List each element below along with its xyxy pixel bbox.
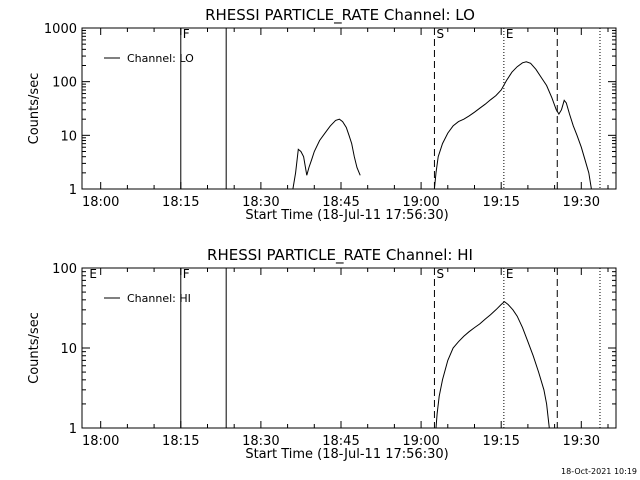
x-tick-label: 19:30 [563,434,600,449]
x-tick-label: 19:30 [563,195,600,210]
x-tick-label: 19:00 [402,434,439,449]
y-axis-label: Counts/sec [27,312,42,384]
marker-label: S [436,27,444,41]
y-tick-label: 1000 [44,22,77,37]
x-tick-label: 19:15 [482,434,519,449]
data-series-line [435,300,550,429]
y-tick-label: 100 [52,76,77,91]
x-tick-label: 18:15 [162,195,199,210]
legend-label: Channel: HI [127,292,191,305]
y-tick-label: 100 [52,262,77,277]
chart-title: RHESSI PARTICLE_RATE Channel: HI [207,246,473,265]
y-tick-label: 10 [60,342,77,357]
marker-label: F [183,267,190,281]
x-tick-label: 18:00 [82,434,119,449]
x-tick-label: 18:00 [82,195,119,210]
generation-date: 18-Oct-2021 10:19 [561,467,637,476]
data-series-line [292,118,361,190]
x-tick-label: 19:15 [482,195,519,210]
x-tick-label: 18:15 [162,434,199,449]
x-tick-label: 18:30 [242,434,279,449]
chart-title: RHESSI PARTICLE_RATE Channel: LO [205,6,475,25]
y-axis-label: Counts/sec [27,73,42,145]
hi-channel-panel: RHESSI PARTICLE_RATE Channel: HI Start Ti… [27,246,617,462]
plot-frame [81,27,617,190]
x-tick-label: 18:30 [242,195,279,210]
legend-label: Channel: LO [127,52,194,65]
x-tick-label: 19:00 [402,195,439,210]
x-tick-label: 18:45 [322,195,359,210]
x-axis-label: Start Time (18-Jul-11 17:56:30) [245,208,448,223]
x-axis-label: Start Time (18-Jul-11 17:56:30) [245,447,448,462]
marker-label: E [89,267,97,281]
y-tick-label: 1 [69,422,77,437]
marker-label: E [506,27,514,41]
x-tick-label: 18:45 [322,434,359,449]
marker-label: E [506,267,514,281]
data-series-line [433,61,592,190]
marker-label: S [436,267,444,281]
y-tick-label: 10 [60,129,77,144]
y-tick-label: 1 [69,183,77,198]
lo-channel-panel: RHESSI PARTICLE_RATE Channel: LO Start Ti… [27,6,617,223]
marker-label: F [183,27,190,41]
